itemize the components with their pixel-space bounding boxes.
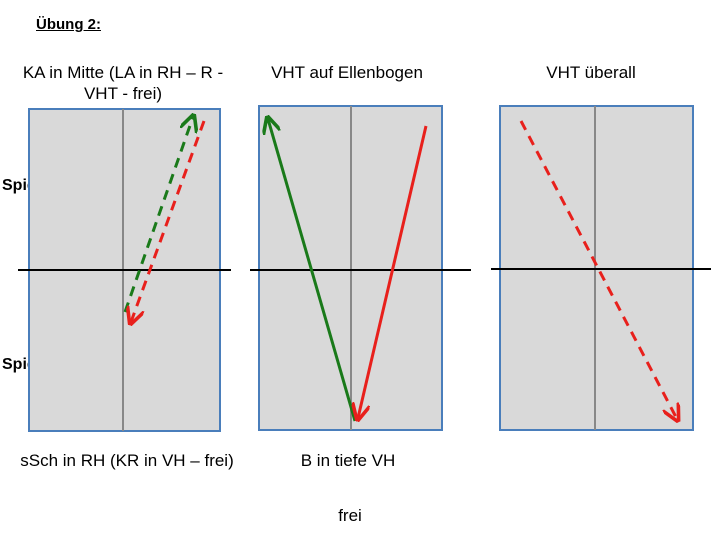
court-2-red-arrow <box>358 125 428 418</box>
court-2-green-arrow <box>268 119 357 422</box>
court-3-top-label: VHT überall <box>546 63 636 82</box>
court-2-top-label: VHT auf Ellenbogen <box>271 63 423 82</box>
court-2 <box>250 105 471 431</box>
footer-label: frei <box>338 506 362 525</box>
court-1-red-arrow <box>131 120 206 322</box>
exercise-title: Übung 2: <box>36 16 101 33</box>
court-1-top-label: KA in Mitte (LA in RH – R - VHT - frei) <box>22 63 224 103</box>
court-1 <box>18 108 231 432</box>
court-2-bottom-label: B in tiefe VH <box>300 451 396 470</box>
court-1-bottom-label: sSch in RH (KR in VH – frei) <box>20 451 234 470</box>
court-1-green-arrow <box>123 117 193 313</box>
court-3-red-arrow <box>519 120 677 419</box>
court-3 <box>491 105 711 431</box>
